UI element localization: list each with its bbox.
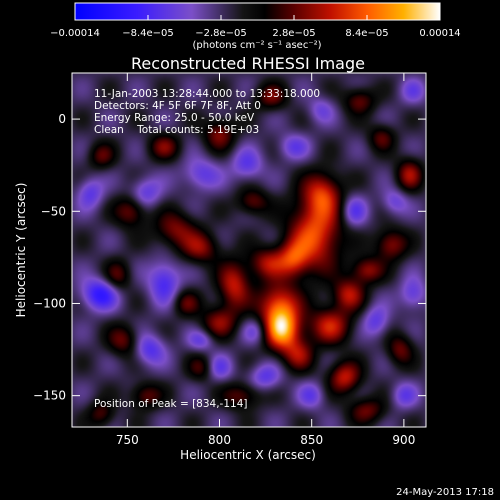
- colorbar-ticks: −0.00014 −8.4e−05 −2.8e−05 2.8e−05 8.4e−05 0.…: [50, 15, 461, 39]
- x-axis-label: Heliocentric X (arcsec): [180, 448, 316, 462]
- annotation-clean: Clean Total counts: 5.19E+03: [94, 124, 259, 136]
- x-tick-label: 750: [116, 433, 139, 447]
- x-tick-label: 900: [392, 433, 415, 447]
- colorbar-tick-label: 2.8e−05: [272, 28, 315, 39]
- y-tick-label: 0: [58, 112, 66, 126]
- colorbar-tick-label: −0.00014: [50, 28, 100, 39]
- colorbar-tick-label: 8.4e−05: [345, 28, 388, 39]
- heatmap-image: [72, 73, 426, 427]
- plot-frame: [71, 72, 427, 428]
- colorbar: −0.00014 −8.4e−05 −2.8e−05 2.8e−05 8.4e−05 0.…: [50, 2, 461, 51]
- y-axis-label: Heliocentric Y (arcsec): [14, 183, 28, 318]
- colorbar-tick-label: −2.8e−05: [195, 28, 247, 39]
- colorbar-gradient: [74, 2, 441, 21]
- axis-ticks: 750 800 850 900 0 −50 −100 −150: [33, 73, 426, 447]
- colorbar-units: (photons cm⁻² s⁻¹ asec⁻²): [192, 40, 321, 51]
- annotation-time: 11-Jan-2003 13:28:44.000 to 13:33:18.000: [94, 88, 320, 100]
- x-tick-label: 850: [300, 433, 323, 447]
- plot-area: 750 800 850 900 0 −50 −100 −150: [33, 72, 427, 447]
- y-tick-label: −100: [33, 296, 66, 310]
- annotation-detectors: Detectors: 4F 5F 6F 7F 8F, Att 0: [94, 100, 261, 112]
- y-tick-label: −50: [41, 204, 66, 218]
- annotation-energy: Energy Range: 25.0 - 50.0 keV: [94, 112, 255, 124]
- y-tick-label: −150: [33, 389, 66, 403]
- colorbar-tick-label: 0.00014: [419, 28, 460, 39]
- footer-date: 24-May-2013 17:18: [396, 487, 494, 498]
- annotation-peak: Position of Peak = [834,-114]: [94, 398, 248, 410]
- colorbar-tick-label: −8.4e−05: [122, 28, 174, 39]
- chart-title: Reconstructed RHESSI Image: [131, 54, 365, 73]
- annotations: 11-Jan-2003 13:28:44.000 to 13:33:18.000…: [94, 88, 320, 410]
- x-tick-label: 800: [208, 433, 231, 447]
